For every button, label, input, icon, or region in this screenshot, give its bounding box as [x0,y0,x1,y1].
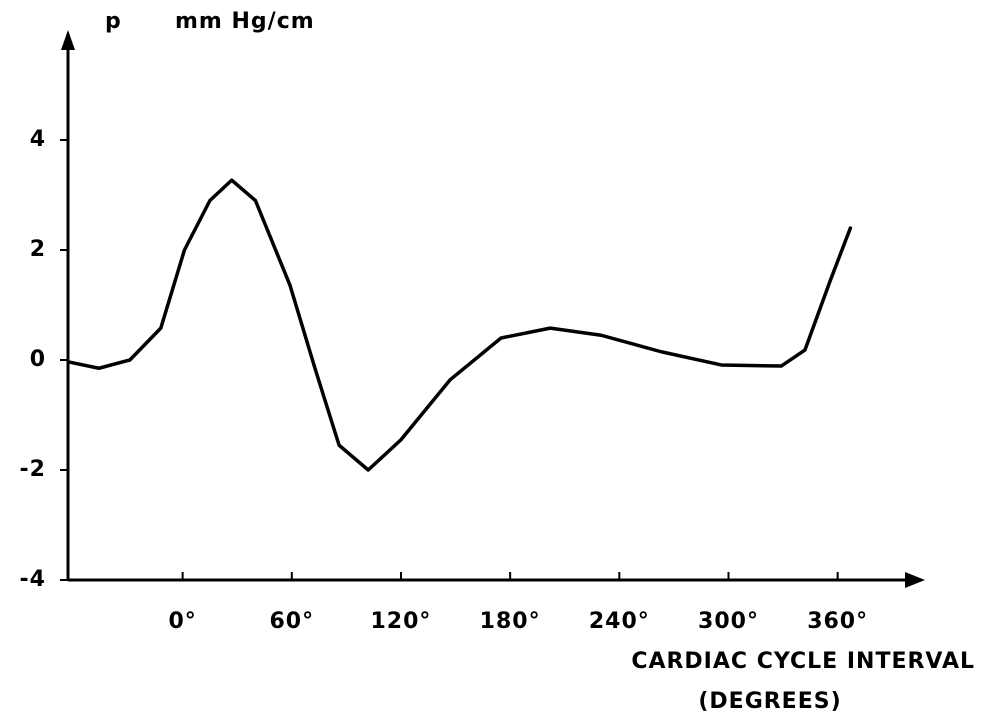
y-tick-label: -2 [20,457,46,482]
x-tick-label: 120° [371,609,432,634]
x-tick-label: 0° [168,609,196,634]
y-axis-symbol: p [105,9,122,34]
y-tick-label: 2 [30,237,46,262]
y-tick-label: -4 [20,567,46,592]
y-tick-label: 4 [30,127,46,152]
x-axis-label: (DEGREES) [698,689,841,714]
y-axis-unit: mm Hg/cm [175,9,315,34]
data-line [68,178,853,472]
x-tick-label: 60° [269,609,314,634]
x-tick-label: 360° [807,609,868,634]
x-tick-label: 240° [589,609,650,634]
x-axis-label: CARDIAC CYCLE INTERVAL [631,649,975,674]
x-tick-label: 180° [480,609,541,634]
y-tick-label: 0 [30,347,46,372]
x-axis-arrow [905,572,925,588]
y-axis-arrow [61,30,75,50]
x-tick-label: 300° [698,609,759,634]
